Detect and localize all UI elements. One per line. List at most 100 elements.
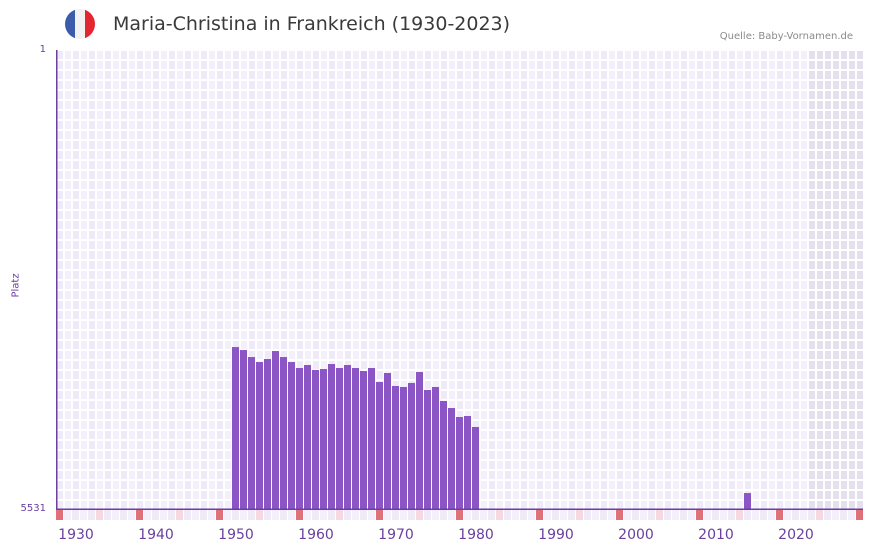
year-marker: [56, 510, 63, 520]
year-marker: [120, 510, 127, 520]
x-tick-label: 2010: [698, 527, 734, 543]
bar-1979: [464, 416, 471, 510]
year-marker: [376, 510, 383, 520]
bar-1952: [248, 357, 255, 510]
year-marker: [472, 510, 479, 520]
bar-1957: [288, 362, 295, 510]
year-marker: [112, 510, 119, 520]
year-marker: [496, 510, 503, 520]
year-marker: [456, 510, 463, 520]
bar-1966: [360, 371, 367, 510]
year-marker: [184, 510, 191, 520]
year-marker: [400, 510, 407, 520]
bar-1963: [336, 368, 343, 510]
year-marker: [648, 510, 655, 520]
chart-title: Maria-Christina in Frankreich (1930-2023…: [113, 13, 511, 35]
year-marker: [360, 510, 367, 520]
year-marker: [528, 510, 535, 520]
year-marker: [560, 510, 567, 520]
bar-1959: [304, 365, 311, 510]
year-marker: [752, 510, 759, 520]
year-marker: [640, 510, 647, 520]
year-marker: [304, 510, 311, 520]
bar-1968: [376, 381, 383, 510]
year-marker: [104, 510, 111, 520]
year-marker: [136, 510, 143, 520]
year-marker: [144, 510, 151, 520]
bar-1960: [312, 370, 319, 510]
year-marker: [680, 510, 687, 520]
bar-2014: [744, 493, 751, 510]
x-tick-label: 1970: [378, 527, 414, 543]
year-marker: [392, 510, 399, 520]
year-marker: [728, 510, 735, 520]
x-axis: 1930 1940 1950 1960 1970 1980 1990 2000 2010 2020: [56, 510, 863, 552]
year-marker: [296, 510, 303, 520]
year-marker: [696, 510, 703, 520]
year-marker: [712, 510, 719, 520]
x-tick-label: 1930: [58, 527, 94, 543]
x-axis-line: [56, 508, 863, 510]
bar-1967: [368, 368, 375, 510]
bar-1954: [264, 359, 271, 510]
year-marker: [72, 510, 79, 520]
france-flag-icon: [65, 9, 95, 39]
year-marker: [584, 510, 591, 520]
bar-1972: [408, 382, 415, 510]
bar-1980: [472, 426, 479, 510]
bar-1950: [232, 347, 239, 510]
bar-1953: [256, 362, 263, 510]
year-marker: [784, 510, 791, 520]
year-marker: [672, 510, 679, 520]
bar-1965: [352, 368, 359, 510]
year-marker: [96, 510, 103, 520]
year-marker: [320, 510, 327, 520]
year-marker: [512, 510, 519, 520]
year-marker: [848, 510, 855, 520]
year-marker: [488, 510, 495, 520]
year-marker: [800, 510, 807, 520]
bar-1961: [320, 369, 327, 510]
bar-1973: [416, 372, 423, 510]
year-marker: [272, 510, 279, 520]
bar-1958: [296, 368, 303, 510]
year-marker: [288, 510, 295, 520]
year-marker: [328, 510, 335, 520]
year-marker: [192, 510, 199, 520]
bar-1974: [424, 389, 431, 510]
year-marker: [624, 510, 631, 520]
year-marker: [64, 510, 71, 520]
x-tick-label: 1950: [218, 527, 254, 543]
year-marker: [256, 510, 263, 520]
bar-1956: [280, 357, 287, 510]
year-marker: [544, 510, 551, 520]
year-marker: [704, 510, 711, 520]
year-marker: [520, 510, 527, 520]
year-marker: [232, 510, 239, 520]
x-tick-label: 1980: [458, 527, 494, 543]
year-marker: [88, 510, 95, 520]
year-marker: [336, 510, 343, 520]
year-marker: [216, 510, 223, 520]
year-marker: [840, 510, 847, 520]
year-marker: [208, 510, 215, 520]
source-credit: Quelle: Baby-Vornamen.de: [719, 31, 853, 42]
year-marker: [856, 510, 863, 520]
plot-area: [56, 50, 863, 510]
bar-1975: [432, 386, 439, 510]
year-marker: [280, 510, 287, 520]
year-marker: [248, 510, 255, 520]
y-axis-line: [56, 50, 58, 510]
year-marker: [616, 510, 623, 520]
year-marker: [808, 510, 815, 520]
year-marker: [664, 510, 671, 520]
flag-red-stripe: [85, 9, 95, 39]
year-marker: [552, 510, 559, 520]
year-marker: [600, 510, 607, 520]
y-axis-title: Platz: [10, 273, 22, 298]
year-marker: [776, 510, 783, 520]
year-marker: [720, 510, 727, 520]
year-marker: [448, 510, 455, 520]
bar-1970: [392, 385, 399, 510]
year-marker: [200, 510, 207, 520]
